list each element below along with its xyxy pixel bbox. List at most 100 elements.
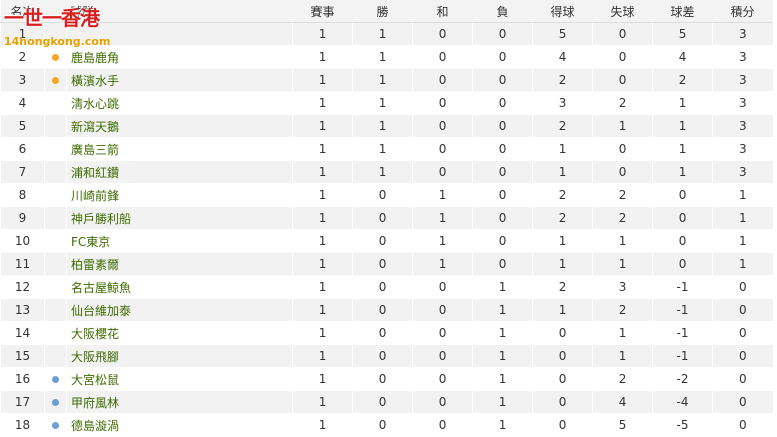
stat-cell: 1 (293, 391, 353, 414)
stat-cell: 0 (713, 414, 773, 437)
stat-cell: 1 (293, 46, 353, 69)
header-cell: 賽事 (293, 0, 353, 23)
rank-cell: 14 (1, 322, 45, 345)
stat-cell: 2 (593, 92, 653, 115)
table-row: 7浦和紅鑽11001013 (1, 161, 773, 184)
marker-cell (45, 299, 67, 322)
stat-cell: 0 (473, 69, 533, 92)
stat-cell: 1 (473, 299, 533, 322)
stat-cell: 0 (413, 414, 473, 437)
table-row: 5新瀉天鵝11002113 (1, 115, 773, 138)
stat-cell: 4 (653, 46, 713, 69)
stat-cell: 1 (653, 92, 713, 115)
stat-cell: 0 (473, 207, 533, 230)
stat-cell: 1 (473, 368, 533, 391)
stat-cell: 0 (653, 207, 713, 230)
marker-cell (45, 230, 67, 253)
team-cell: 橫濱水手 (67, 69, 293, 92)
watermark-url: 14hongkong.com (4, 35, 110, 48)
header-cell: 和 (413, 0, 473, 23)
team-cell: 仙台維加泰 (67, 299, 293, 322)
stat-cell: 1 (293, 368, 353, 391)
marker-cell (45, 391, 67, 414)
stat-cell: 1 (293, 299, 353, 322)
stat-cell: 0 (593, 161, 653, 184)
team-cell: 廣島三箭 (67, 138, 293, 161)
stat-cell: 1 (413, 253, 473, 276)
stat-cell: 2 (533, 207, 593, 230)
table-row: 12名古屋鯨魚100123-10 (1, 276, 773, 299)
stat-cell: 4 (533, 46, 593, 69)
stat-cell: 5 (653, 23, 713, 46)
stat-cell: 3 (713, 138, 773, 161)
rank-cell: 6 (1, 138, 45, 161)
stat-cell: -1 (653, 299, 713, 322)
stat-cell: 0 (353, 391, 413, 414)
stat-cell: 1 (473, 345, 533, 368)
stat-cell: 0 (413, 299, 473, 322)
stat-cell: 1 (353, 23, 413, 46)
rank-cell: 8 (1, 184, 45, 207)
stat-cell: 0 (413, 276, 473, 299)
team-cell: 大阪櫻花 (67, 322, 293, 345)
stat-cell: 1 (293, 115, 353, 138)
stat-cell: 0 (353, 368, 413, 391)
stat-cell: 0 (653, 253, 713, 276)
header-cell: 球差 (653, 0, 713, 23)
stat-cell: -1 (653, 345, 713, 368)
stat-cell: 2 (593, 368, 653, 391)
stat-cell: 3 (713, 161, 773, 184)
stat-cell: 1 (413, 184, 473, 207)
stat-cell: 0 (353, 207, 413, 230)
stat-cell: 0 (473, 230, 533, 253)
stat-cell: 1 (353, 161, 413, 184)
marker-cell (45, 322, 67, 345)
team-cell: 淸水心跳 (67, 92, 293, 115)
stat-cell: 1 (353, 138, 413, 161)
table-row: 3橫濱水手11002023 (1, 69, 773, 92)
stat-cell: 1 (293, 138, 353, 161)
stat-cell: 0 (593, 46, 653, 69)
stat-cell: 1 (293, 23, 353, 46)
stat-cell: 0 (653, 230, 713, 253)
stat-cell: 1 (653, 161, 713, 184)
marker-cell (45, 368, 67, 391)
table-row: 15大阪飛腳100101-10 (1, 345, 773, 368)
table-row: 16大宮松鼠100102-20 (1, 368, 773, 391)
header-cell: 負 (473, 0, 533, 23)
stat-cell: 0 (473, 23, 533, 46)
stat-cell: 0 (533, 414, 593, 437)
stat-cell: 1 (293, 322, 353, 345)
rank-cell: 10 (1, 230, 45, 253)
stat-cell: 1 (533, 161, 593, 184)
stat-cell: 1 (653, 138, 713, 161)
stat-cell: 0 (713, 299, 773, 322)
stat-cell: 2 (593, 184, 653, 207)
stat-cell: 0 (593, 23, 653, 46)
team-cell: 新瀉天鵝 (67, 115, 293, 138)
stat-cell: 0 (533, 322, 593, 345)
marker-cell (45, 69, 67, 92)
stat-cell: 0 (473, 92, 533, 115)
stat-cell: 0 (413, 23, 473, 46)
table-row: 14大阪櫻花100101-10 (1, 322, 773, 345)
stat-cell: 1 (293, 92, 353, 115)
stat-cell: 0 (413, 345, 473, 368)
stat-cell: 0 (473, 115, 533, 138)
stat-cell: 0 (353, 299, 413, 322)
header-cell: 積分 (713, 0, 773, 23)
rank-cell: 17 (1, 391, 45, 414)
table-row: 4淸水心跳11003213 (1, 92, 773, 115)
stat-cell: 0 (473, 161, 533, 184)
stat-cell: 1 (293, 207, 353, 230)
marker (52, 376, 59, 383)
stat-cell: 0 (653, 184, 713, 207)
table-row: 18德島漩渦100105-50 (1, 414, 773, 437)
team-cell: 甲府風林 (67, 391, 293, 414)
table-row: 11柏雷素爾10101101 (1, 253, 773, 276)
stat-cell: -2 (653, 368, 713, 391)
stat-cell: 1 (473, 414, 533, 437)
marker-cell (45, 276, 67, 299)
team-cell: 大阪飛腳 (67, 345, 293, 368)
